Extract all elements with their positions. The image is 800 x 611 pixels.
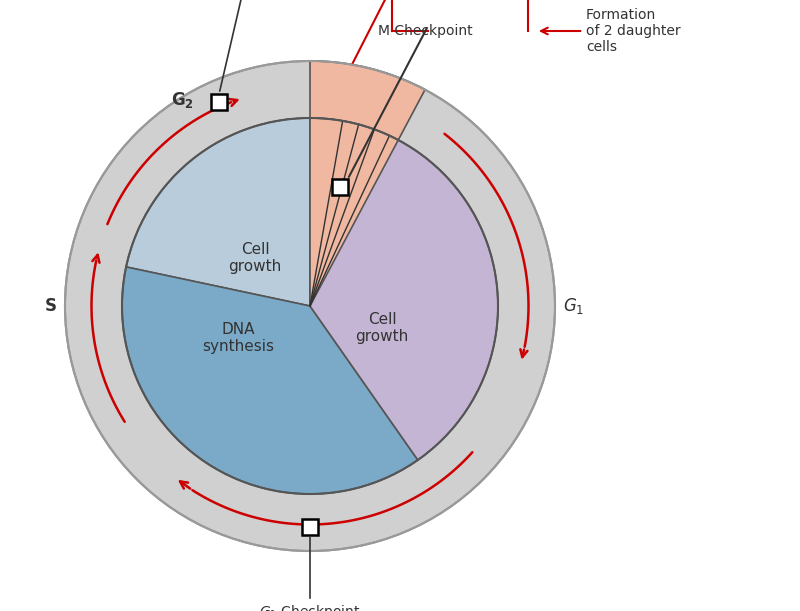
Bar	[302, 519, 318, 535]
Bar	[211, 94, 227, 110]
Wedge shape	[126, 118, 310, 306]
Wedge shape	[310, 118, 498, 460]
Bar	[331, 180, 347, 196]
Text: M Checkpoint: M Checkpoint	[378, 24, 472, 38]
Circle shape	[65, 61, 555, 551]
Text: $G_1$: $G_1$	[563, 296, 584, 316]
Wedge shape	[122, 267, 418, 494]
Text: Cell
growth: Cell growth	[355, 312, 409, 344]
Text: Cell
growth: Cell growth	[228, 242, 282, 274]
Wedge shape	[310, 118, 398, 306]
Text: DNA
synthesis: DNA synthesis	[202, 322, 274, 354]
Text: $\mathbf{S}$: $\mathbf{S}$	[44, 297, 57, 315]
Wedge shape	[310, 61, 425, 306]
Text: $\mathbf{G_2}$: $\mathbf{G_2}$	[171, 90, 194, 110]
Circle shape	[122, 118, 498, 494]
Text: Formation
of 2 daughter
cells: Formation of 2 daughter cells	[541, 8, 681, 54]
Text: $G_1$ Checkpoint
(restriction): $G_1$ Checkpoint (restriction)	[259, 603, 361, 611]
